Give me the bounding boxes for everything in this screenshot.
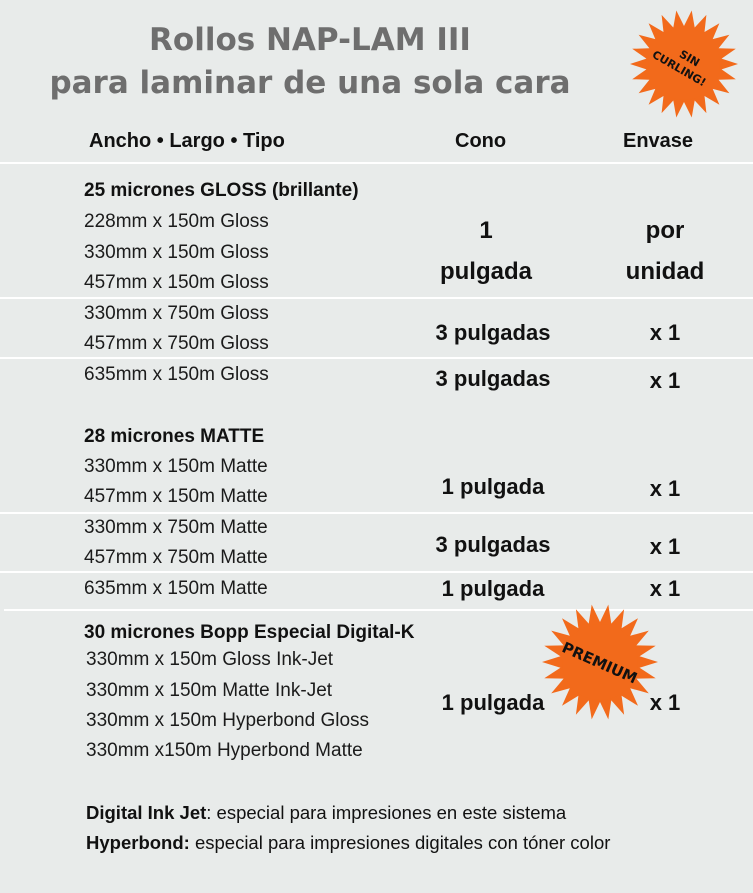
separator xyxy=(4,609,753,611)
cono-value: pulgada xyxy=(439,258,532,285)
list-item: 330mm x 150m Matte xyxy=(84,456,268,477)
cono-value: 1 pulgada xyxy=(441,690,545,715)
footnote-text: especial para impresiones digitales con … xyxy=(189,832,611,853)
list-item: 330mm x150m Hyperbond Matte xyxy=(86,740,363,761)
cono-value: 1 pulgada xyxy=(441,474,545,499)
list-item: 330mm x 150m Hyperbond Gloss xyxy=(86,710,370,731)
list-item: 457mm x 750m Matte xyxy=(84,547,268,568)
footnote-label: Hyperbond: xyxy=(86,832,190,853)
list-item: 635mm x 150m Matte xyxy=(84,578,268,599)
separator xyxy=(0,512,753,514)
page-title-line1: Rollos NAP-LAM III xyxy=(149,22,471,58)
header-cono: Cono xyxy=(455,130,507,152)
separator xyxy=(0,162,753,164)
separator xyxy=(0,297,753,299)
envase-value: x 1 xyxy=(649,320,681,345)
list-item: 330mm x 150m Matte Ink-Jet xyxy=(86,680,333,701)
header-ancho-largo-tipo: Ancho • Largo • Tipo xyxy=(89,130,285,152)
footnote-ink-jet: Digital Ink Jet: especial para impresion… xyxy=(86,802,566,824)
envase-value: x 1 xyxy=(649,690,681,715)
group-title-bopp: 30 micrones Bopp Especial Digital-K xyxy=(84,622,415,643)
list-item: 635mm x 150m Gloss xyxy=(84,364,269,385)
footnote-label: Digital Ink Jet xyxy=(86,802,207,823)
envase-value: x 1 xyxy=(649,476,681,501)
group-title-gloss: 25 micrones GLOSS (brillante) xyxy=(84,180,359,201)
cono-value: 3 pulgadas xyxy=(435,366,551,391)
cono-value: 1 pulgada xyxy=(441,576,545,601)
separator xyxy=(0,571,753,573)
envase-value: x 1 xyxy=(649,368,681,393)
page-title-line2: para laminar de una sola cara xyxy=(49,65,571,101)
envase-value: x 1 xyxy=(649,576,681,601)
cono-value: 1 xyxy=(479,217,493,244)
list-item: 330mm x 750m Matte xyxy=(84,517,268,538)
list-item: 457mm x 750m Gloss xyxy=(84,333,269,354)
list-item: 330mm x 150m Gloss Ink-Jet xyxy=(86,649,334,670)
premium-badge: PREMIUM xyxy=(542,604,658,720)
list-item: 457mm x 150m Matte xyxy=(84,486,268,507)
cono-value: 3 pulgadas xyxy=(435,320,551,345)
list-item: 228mm x 150m Gloss xyxy=(84,211,269,232)
envase-value: x 1 xyxy=(649,534,681,559)
envase-value: por xyxy=(645,217,685,244)
list-item: 457mm x 150m Gloss xyxy=(84,272,269,293)
group-title-matte: 28 micrones MATTE xyxy=(84,426,265,447)
sin-curling-badge: SIN CURLING! xyxy=(630,10,738,118)
header-envase: Envase xyxy=(623,130,694,152)
cono-value: 3 pulgadas xyxy=(435,532,551,557)
separator xyxy=(0,357,753,359)
list-item: 330mm x 150m Gloss xyxy=(84,242,269,263)
list-item: 330mm x 750m Gloss xyxy=(84,303,269,324)
envase-value: unidad xyxy=(625,258,705,285)
footnote-hyperbond: Hyperbond: especial para impresiones dig… xyxy=(86,832,610,854)
footnote-text: : especial para impresiones en este sist… xyxy=(206,802,567,823)
